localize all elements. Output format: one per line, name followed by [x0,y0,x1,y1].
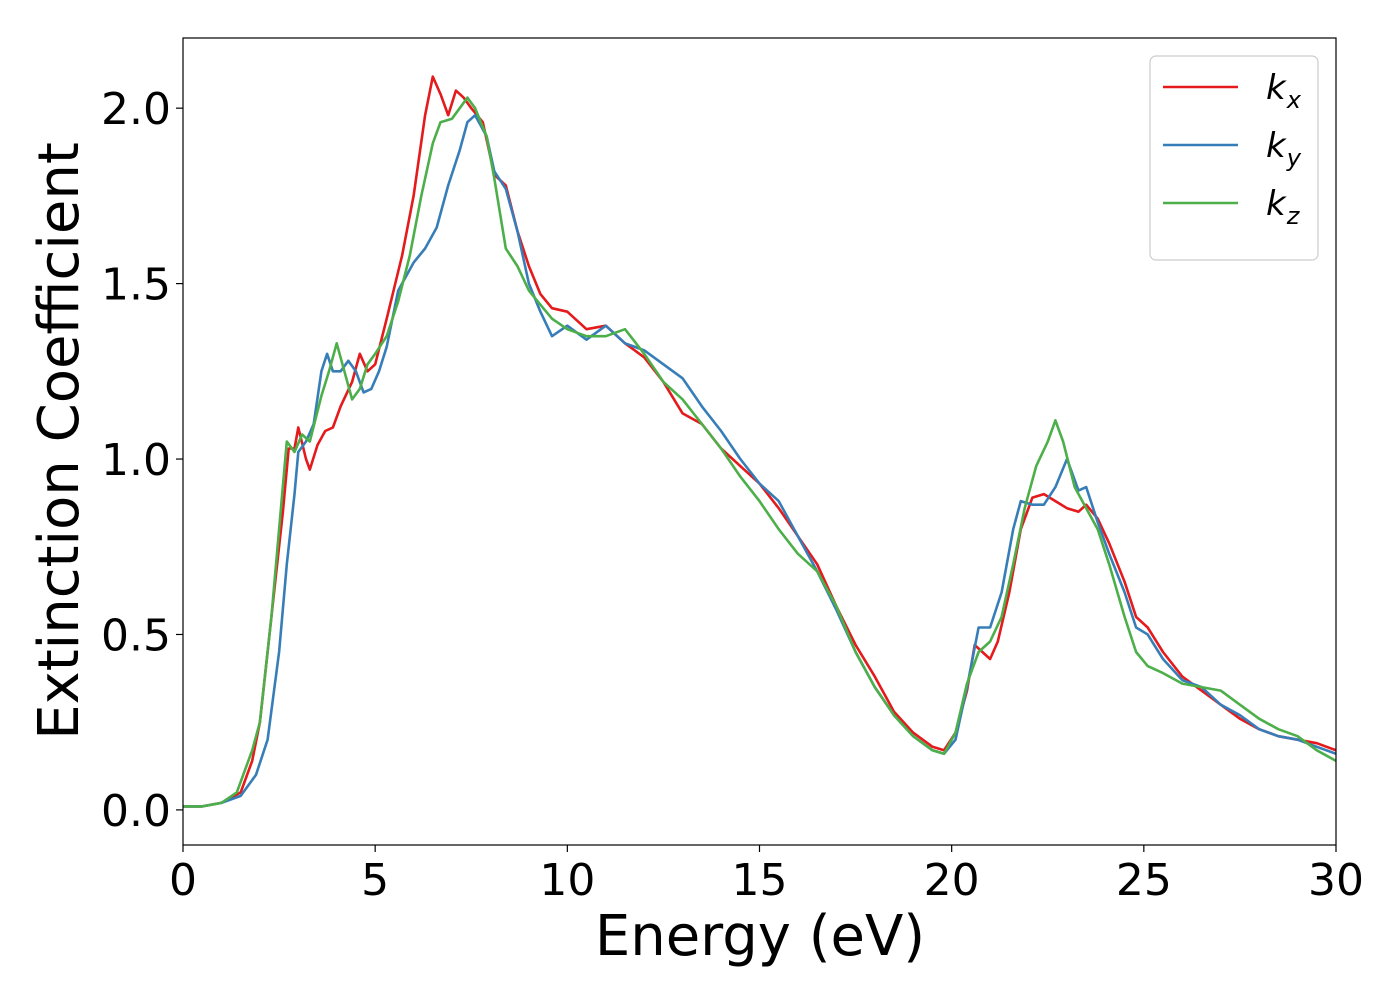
y-tick-label: 0.0 [101,786,171,837]
x-tick-label: 0 [169,855,197,906]
x-tick-label: 15 [732,855,788,906]
y-axis-ticks: 0.0 0.5 1.0 1.5 2.0 [101,84,183,837]
series-line-kz [183,96,1336,808]
series-lines [183,75,1336,808]
x-tick-label: 30 [1308,855,1364,906]
y-tick-label: 0.5 [101,610,171,661]
x-tick-label: 10 [539,855,595,906]
legend-box [1149,55,1319,261]
x-axis-ticks: 0 5 10 15 20 25 30 [169,845,1364,906]
y-tick-label: 2.0 [101,84,171,135]
x-axis-title: Energy (eV) [595,904,925,969]
x-tick-label: 20 [924,855,980,906]
legend-label-ky: ky [1266,126,1302,172]
y-tick-label: 1.5 [101,260,171,311]
y-axis-title: Extinction Coefficient [27,142,92,740]
y-tick-label: 1.0 [101,435,171,486]
series-line-ky [183,113,1336,808]
x-tick-label: 25 [1116,855,1172,906]
legend-label-kx: kx [1266,68,1302,114]
x-tick-label: 5 [361,855,389,906]
